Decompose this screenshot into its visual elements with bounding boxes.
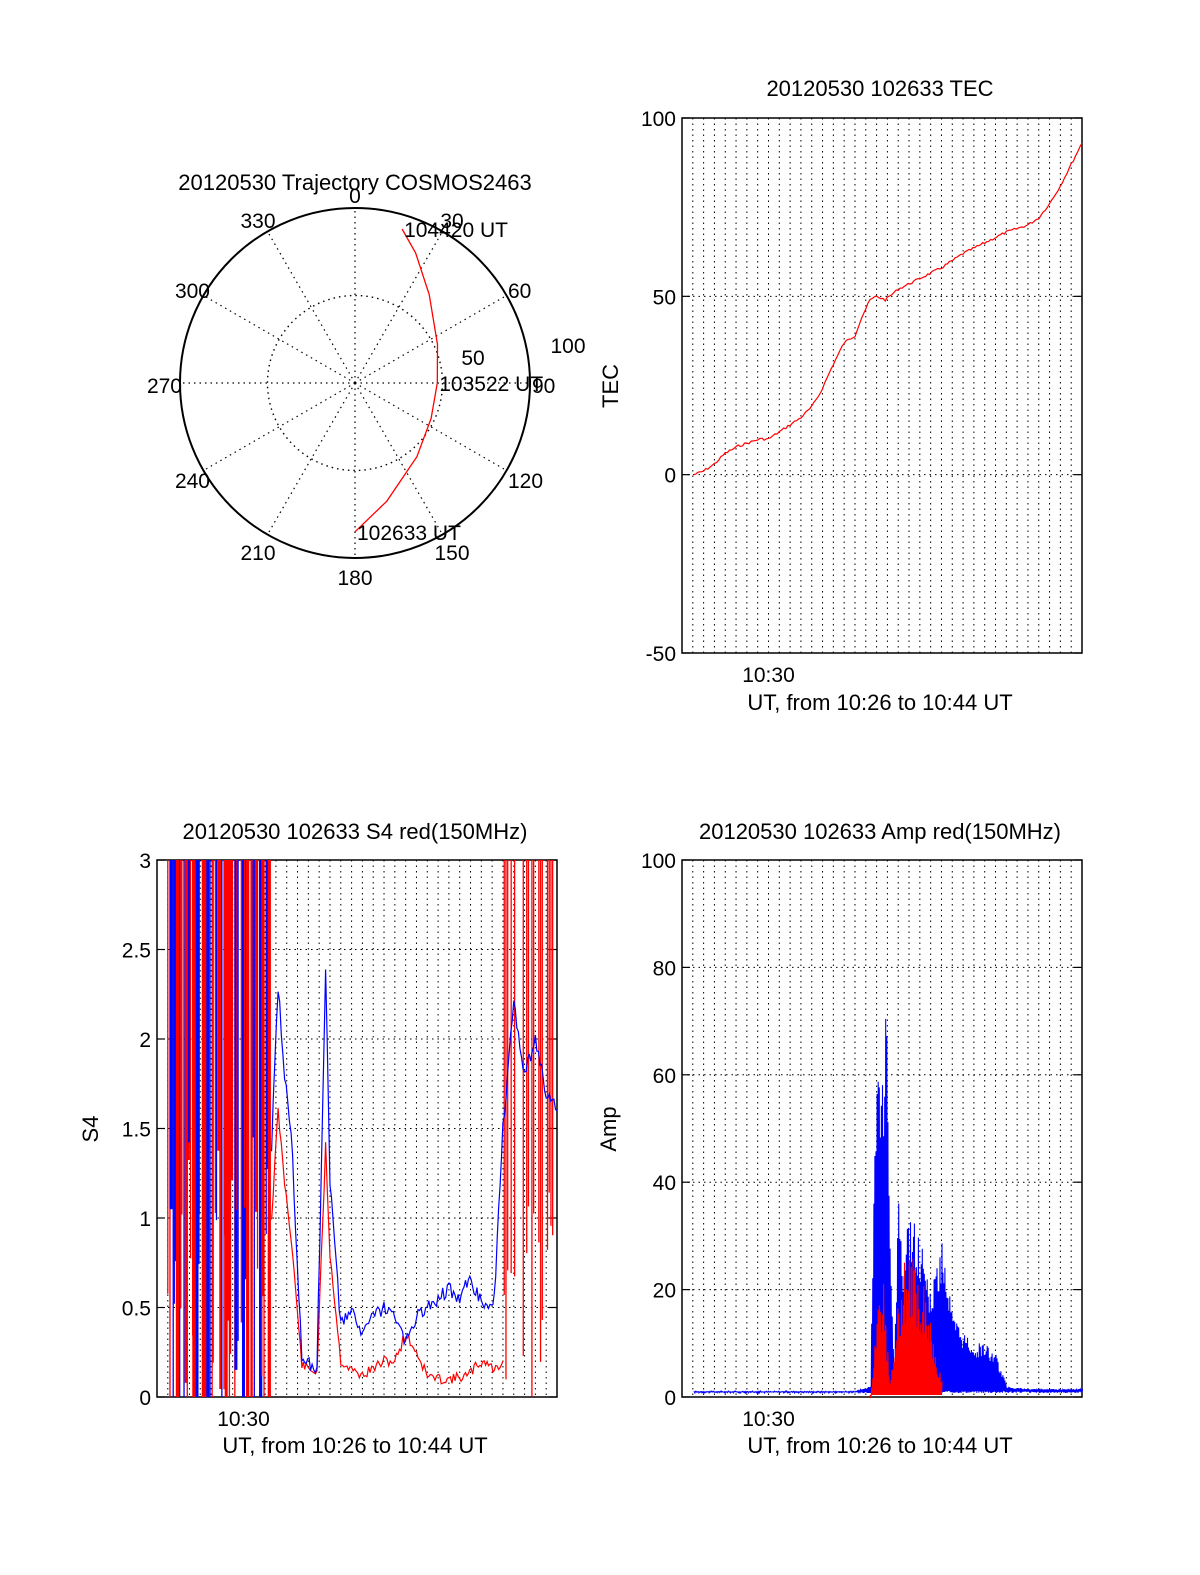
polar-azimuth-label: 30 <box>440 210 463 233</box>
tec-ytick-label: -50 <box>646 643 676 666</box>
s4-xtick-label: 10:30 <box>217 1408 270 1431</box>
tec-xtick-label: 10:30 <box>742 664 795 687</box>
tec-chart: 20120530 102633 TEC UT, from 10:26 to 10… <box>598 76 1083 715</box>
amp-ytick-label: 40 <box>653 1172 676 1195</box>
polar-azimuth-label: 150 <box>434 542 469 565</box>
amp-xlabel: UT, from 10:26 to 10:44 UT <box>747 1433 1012 1458</box>
s4-ytick-label: 1 <box>139 1208 151 1231</box>
amp-ytick-label: 20 <box>653 1280 676 1303</box>
polar-azimuth-label: 330 <box>240 210 275 233</box>
polar-time-annotation: 102633 UT <box>357 522 461 545</box>
s4-xlabel: UT, from 10:26 to 10:44 UT <box>222 1433 487 1458</box>
polar-radial-label: 50 <box>461 347 484 370</box>
polar-spoke <box>266 382 356 535</box>
amp-series-blue <box>693 1018 1084 1395</box>
tec-ytick-label: 50 <box>653 286 676 309</box>
polar-outer-circle <box>179 207 531 559</box>
tec-ytick-label: 0 <box>664 465 676 488</box>
amp-ytick-label: 80 <box>653 957 676 980</box>
amp-ytick-label: 0 <box>664 1387 676 1410</box>
polar-azimuth-label: 120 <box>508 470 543 493</box>
tec-ytick-label: 100 <box>641 108 676 131</box>
polar-azimuth-label: 90 <box>532 375 555 398</box>
polar-title: 20120530 Trajectory COSMOS2463 <box>178 170 531 195</box>
s4-title: 20120530 102633 S4 red(150MHz) <box>183 819 528 844</box>
tec-frame <box>681 117 1083 654</box>
s4-ylabel: S4 <box>78 1116 103 1143</box>
polar-spoke <box>266 231 356 384</box>
polar-azimuth-label: 0 <box>349 185 361 208</box>
polar-time-annotation: 104420 UT <box>404 219 508 242</box>
s4-ytick-label: 3 <box>139 850 151 873</box>
s4-spike-cluster <box>167 860 554 1397</box>
s4-series-blue <box>271 969 558 1375</box>
s4-ytick-label: 1.5 <box>122 1119 151 1142</box>
amp-ytick-label: 100 <box>641 850 676 873</box>
polar-azimuth-label: 60 <box>508 280 531 303</box>
tec-series-line <box>693 142 1083 476</box>
polar-spoke <box>354 382 507 472</box>
s4-ytick-label: 2 <box>139 1029 151 1052</box>
polar-radial-label: 100 <box>550 335 585 358</box>
amp-ytick-label: 60 <box>653 1065 676 1088</box>
amp-chart: 20120530 102633 Amp red(150MHz) UT, from… <box>596 819 1084 1458</box>
s4-frame <box>156 859 558 1398</box>
s4-ytick-label: 0.5 <box>122 1298 151 1321</box>
polar-trajectory-chart: 20120530 Trajectory COSMOS2463 0 30 60 90 12… <box>147 170 586 590</box>
polar-ring-50 <box>266 294 444 472</box>
polar-spoke <box>203 382 356 472</box>
polar-azimuth-label: 210 <box>240 542 275 565</box>
s4-series-red <box>271 1107 504 1385</box>
polar-azimuth-label: 180 <box>337 567 372 590</box>
amp-title: 20120530 102633 Amp red(150MHz) <box>699 819 1061 844</box>
polar-spoke <box>354 382 444 535</box>
amp-series-red <box>869 1258 943 1399</box>
tec-xlabel: UT, from 10:26 to 10:44 UT <box>747 690 1012 715</box>
tec-ylabel: TEC <box>598 364 623 408</box>
s4-ytick-label: 0 <box>139 1387 151 1410</box>
amp-ylabel: Amp <box>596 1106 621 1151</box>
polar-azimuth-label: 300 <box>175 280 210 303</box>
s4-ytick-label: 2.5 <box>122 940 151 963</box>
polar-azimuth-label: 270 <box>147 375 182 398</box>
polar-azimuth-label: 240 <box>175 470 210 493</box>
tec-title: 20120530 102633 TEC <box>766 76 993 101</box>
amp-frame <box>681 859 1083 1398</box>
amp-xtick-label: 10:30 <box>742 1408 795 1431</box>
polar-trajectory-line <box>354 228 439 533</box>
polar-time-annotation: 103522 UT <box>439 373 543 396</box>
s4-chart: 20120530 102633 S4 red(150MHz) UT, from … <box>78 819 558 1458</box>
